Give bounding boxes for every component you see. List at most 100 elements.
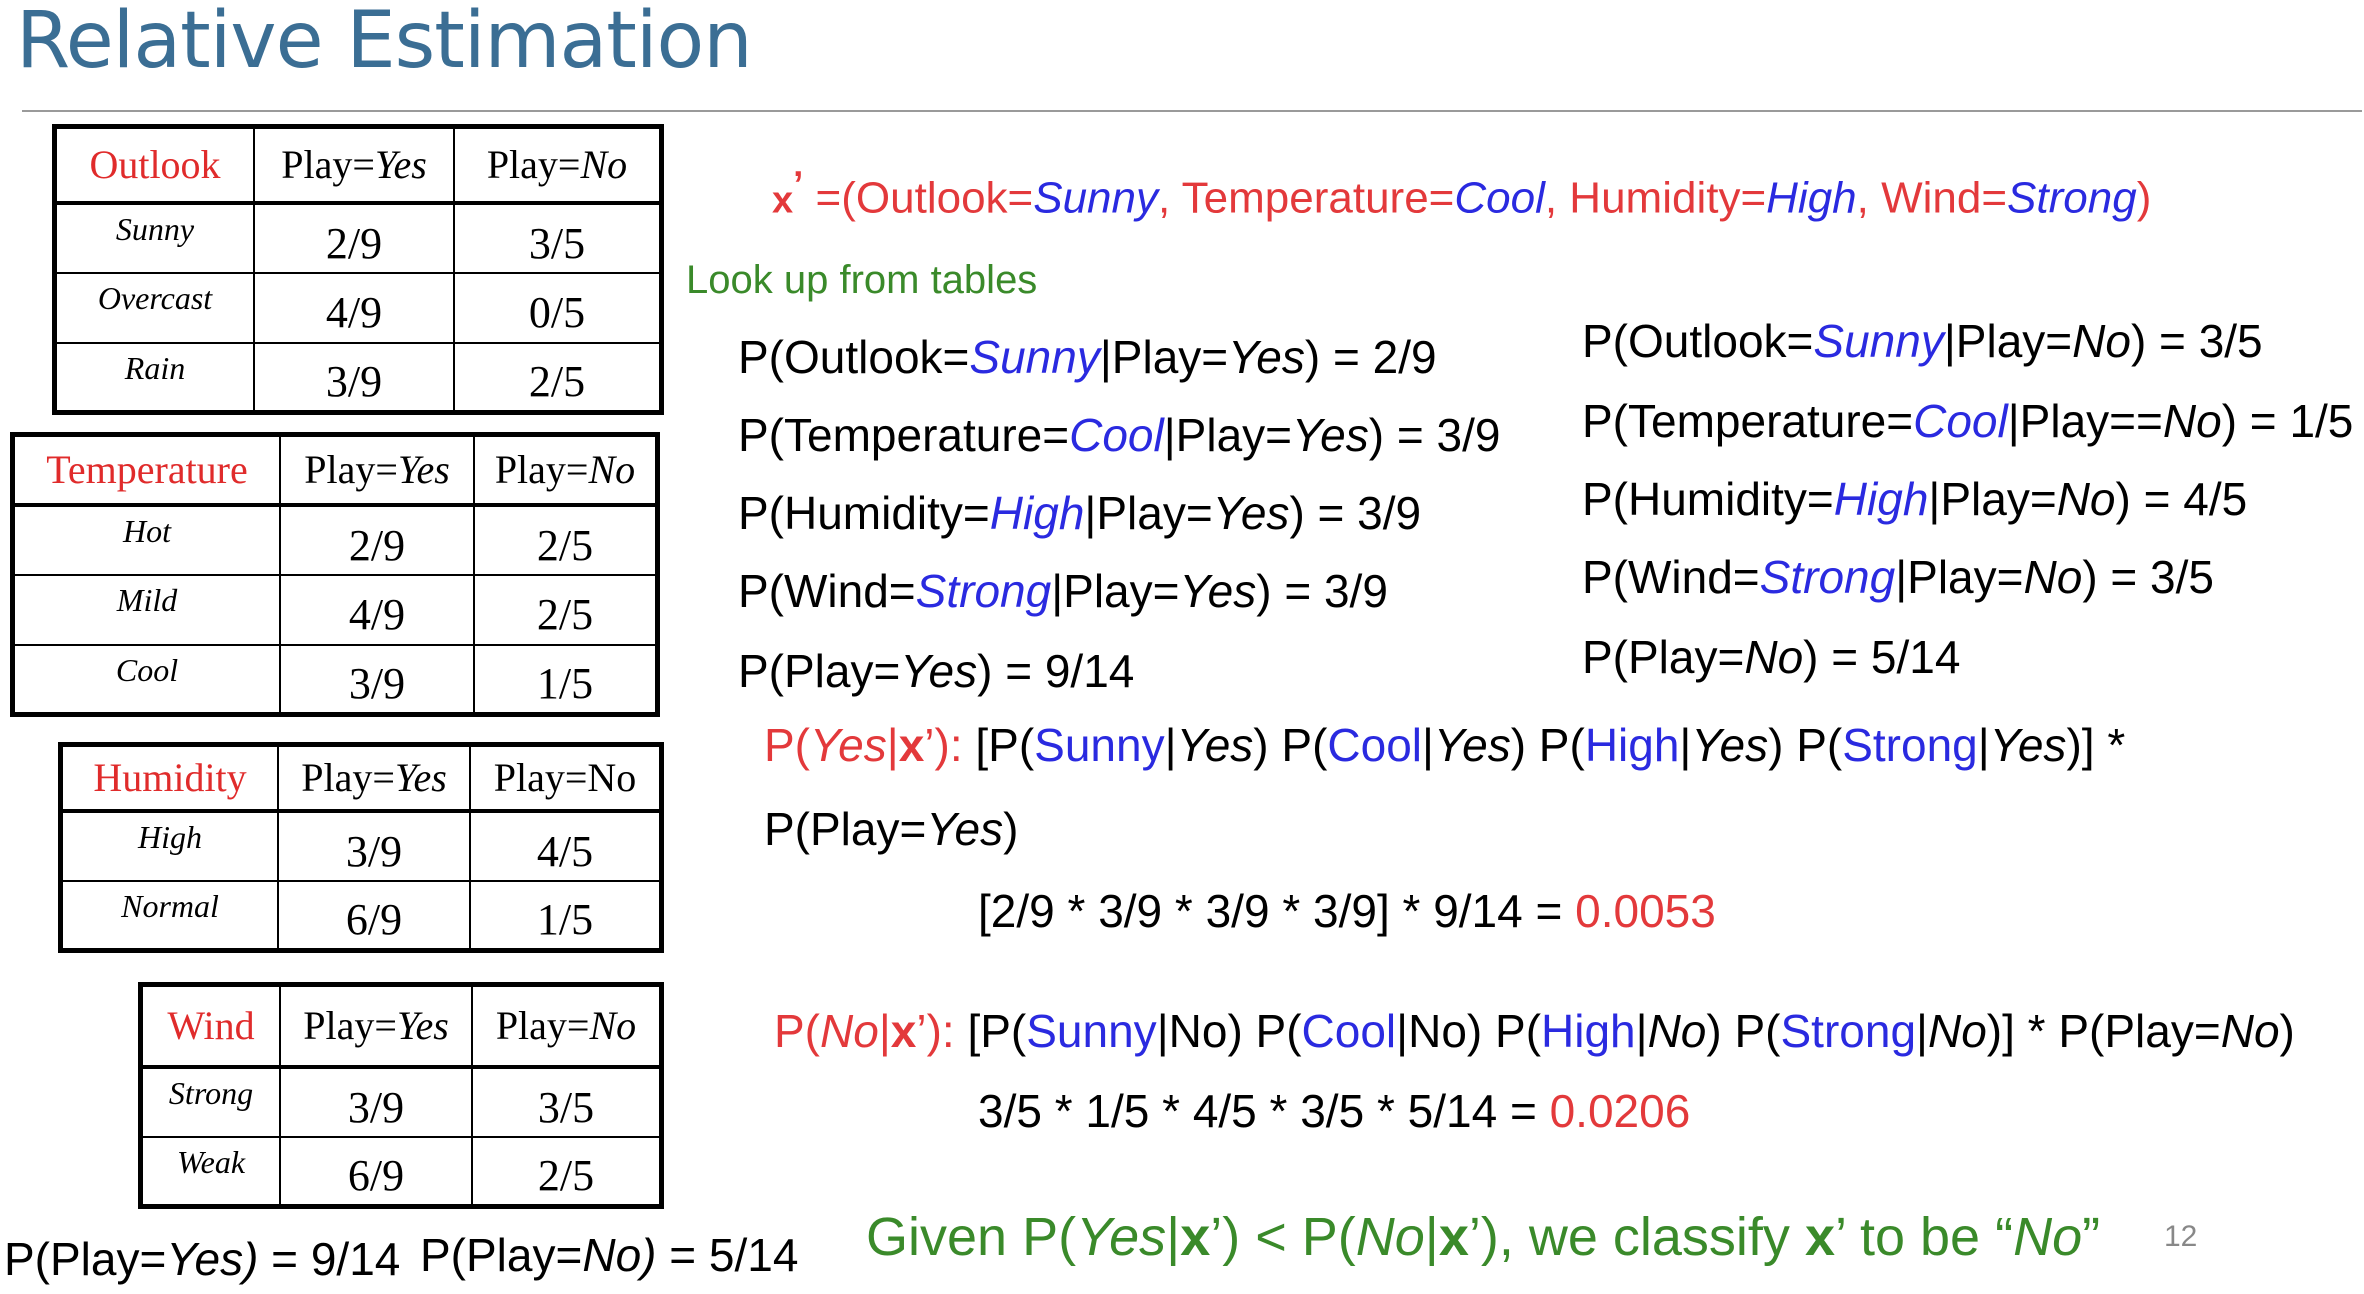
prob-wind-no: P(Wind=Strong|Play=No) = 3/5 [1582,551,2215,603]
no-value: 3/5 [453,201,663,274]
yes-posterior-line2: P(Play=Yes) [764,803,1019,855]
yes-formula-segment: | [1422,719,1434,771]
prior-no: P(Play=No) = 5/14 [420,1229,799,1281]
row-label: Weak [139,1135,281,1208]
x-prime-definition: x’ =(Outlook=Sunny, Temperature=Cool, Hu… [772,164,2152,223]
play-no-header: Play=No [453,125,663,205]
humidity-table: Humidity Play=Yes Play=No High 3/9 4/5 N… [58,742,664,953]
play-no-header: Play=No [473,433,659,507]
no-value: 4/5 [469,809,663,882]
row-label: Mild [11,573,281,646]
yes-formula-segment: | [1977,719,1990,771]
yes-value: 3/9 [277,809,471,882]
yes-formula-segment: Sunny [1034,719,1165,771]
row-label: Hot [11,503,281,576]
conclusion-segment: x [1804,1207,1835,1267]
no-formula-segment: ) [2279,1005,2295,1057]
no-value: 2/5 [473,573,659,646]
no-formula-segment: [P( [954,1005,1027,1057]
no-posterior-result: 0.0206 [1549,1085,1691,1137]
title-divider [22,110,2362,112]
no-value: 3/5 [471,1065,663,1138]
no-posterior-label: P(No|x’): [774,1005,955,1057]
prior-yes: P(Play=Yes) = 9/14 [4,1233,401,1285]
yes-formula-segment: Strong [1842,719,1978,771]
row-label: Strong [139,1065,281,1138]
conclusion-segment: x [1180,1207,1211,1267]
yes-formula-segment: High [1584,719,1680,771]
yes-formula-segment: ) P( [1768,719,1843,771]
no-value: 1/5 [473,643,659,716]
conclusion-segment: No [1355,1207,1425,1267]
prob-outlook-no: P(Outlook=Sunny|Play=No) = 3/5 [1582,315,2263,367]
conclusion-segment: ’), we classify [1468,1207,1805,1267]
yes-value: 6/9 [277,879,471,952]
temperature-table: Temperature Play=Yes Play=No Hot 2/9 2/5… [10,432,660,717]
no-formula-segment: |No) P( [1396,1005,1542,1057]
prob-temperature-yes: P(Temperature=Cool|Play=Yes) = 3/9 [738,409,1501,461]
row-label: Cool [11,643,281,716]
yes-formula-segment: Yes [1176,719,1254,771]
lookup-label: Look up from tables [686,258,1038,302]
no-value: 1/5 [469,879,663,952]
yes-value: 2/9 [253,201,455,274]
no-value: 2/5 [473,503,659,576]
yes-posterior-numeric: [2/9 * 3/9 * 3/9 * 3/9] * 9/14 = 0.0053 [978,885,1716,937]
page-number: 12 [2164,1220,2198,1253]
conclusion-segment: Given P( [866,1207,1077,1267]
yes-value: 4/9 [279,573,475,646]
yes-posterior-result: 0.0053 [1575,885,1716,937]
no-formula-segment: High [1541,1005,1636,1057]
yes-value: 3/9 [279,1065,473,1138]
play-yes-header: Play=Yes [279,433,475,507]
conclusion-segment: | [1166,1207,1181,1267]
conclusion: Given P(Yes|x’) < P(No|x’), we classify … [866,1206,2100,1268]
yes-formula-segment: ) P( [1510,719,1585,771]
play-yes-header: Play=Yes [279,983,473,1069]
yes-formula-segment: Yes [1691,719,1769,771]
prob-play-no: P(Play=No) = 5/14 [1582,631,1961,683]
prob-wind-yes: P(Wind=Strong|Play=Yes) = 3/9 [738,565,1388,617]
conclusion-segment: ’) < P( [1210,1207,1356,1267]
yes-formula-segment: | [1164,719,1177,771]
no-formula-segment: | [1916,1005,1928,1057]
play-no-header: Play=No [471,983,663,1069]
yes-posterior-label: P(Yes|x’): [764,719,963,771]
no-formula-segment: No [2220,1005,2280,1057]
yes-formula-segment: ) P( [1253,719,1328,771]
page-title: Relative Estimation [16,0,753,86]
no-value: 2/5 [471,1135,663,1208]
conclusion-segment: Yes [1076,1207,1167,1267]
play-yes-header: Play=Yes [277,743,471,813]
conclusion-segment: x [1438,1207,1469,1267]
no-formula-segment: Strong [1780,1005,1917,1057]
no-value: 2/5 [453,341,663,414]
yes-value: 4/9 [253,271,455,344]
no-formula-segment: Cool [1301,1005,1397,1057]
row-label: Normal [59,879,279,952]
no-value: 0/5 [453,271,663,344]
yes-formula-segment: Cool [1327,719,1423,771]
yes-value: 3/9 [253,341,455,414]
yes-posterior-line1: P(Yes|x’): [P(Sunny|Yes) P(Cool|Yes) P(H… [764,718,2125,772]
play-no-header: Play=No [469,743,663,813]
outlook-table: Outlook Play=Yes Play=No Sunny 2/9 3/5 O… [52,124,664,415]
conclusion-segment: No [2013,1207,2083,1267]
humidity-header: Humidity [59,743,279,813]
yes-posterior-formula: [P(Sunny|Yes) P(Cool|Yes) P(High|Yes) P(… [963,719,2125,771]
yes-value: 2/9 [279,503,475,576]
conclusion-segment: ’ to be “ [1834,1207,2014,1267]
no-formula-segment: |No) P( [1156,1005,1302,1057]
no-posterior-numeric: 3/5 * 1/5 * 4/5 * 3/5 * 5/14 = 0.0206 [978,1085,1691,1137]
prob-humidity-yes: P(Humidity=High|Play=Yes) = 3/9 [738,487,1422,539]
prob-outlook-yes: P(Outlook=Sunny|Play=Yes) = 2/9 [738,331,1437,383]
no-formula-segment: No [1927,1005,1987,1057]
row-label: High [59,809,279,882]
temperature-header: Temperature [11,433,281,507]
no-posterior-line1: P(No|x’): [P(Sunny|No) P(Cool|No) P(High… [774,1004,2295,1058]
row-label: Sunny [53,201,255,274]
yes-formula-segment: | [1679,719,1692,771]
yes-value: 6/9 [279,1135,473,1208]
no-formula-segment: | [1635,1005,1648,1057]
no-formula-segment: ) P( [1706,1005,1781,1057]
